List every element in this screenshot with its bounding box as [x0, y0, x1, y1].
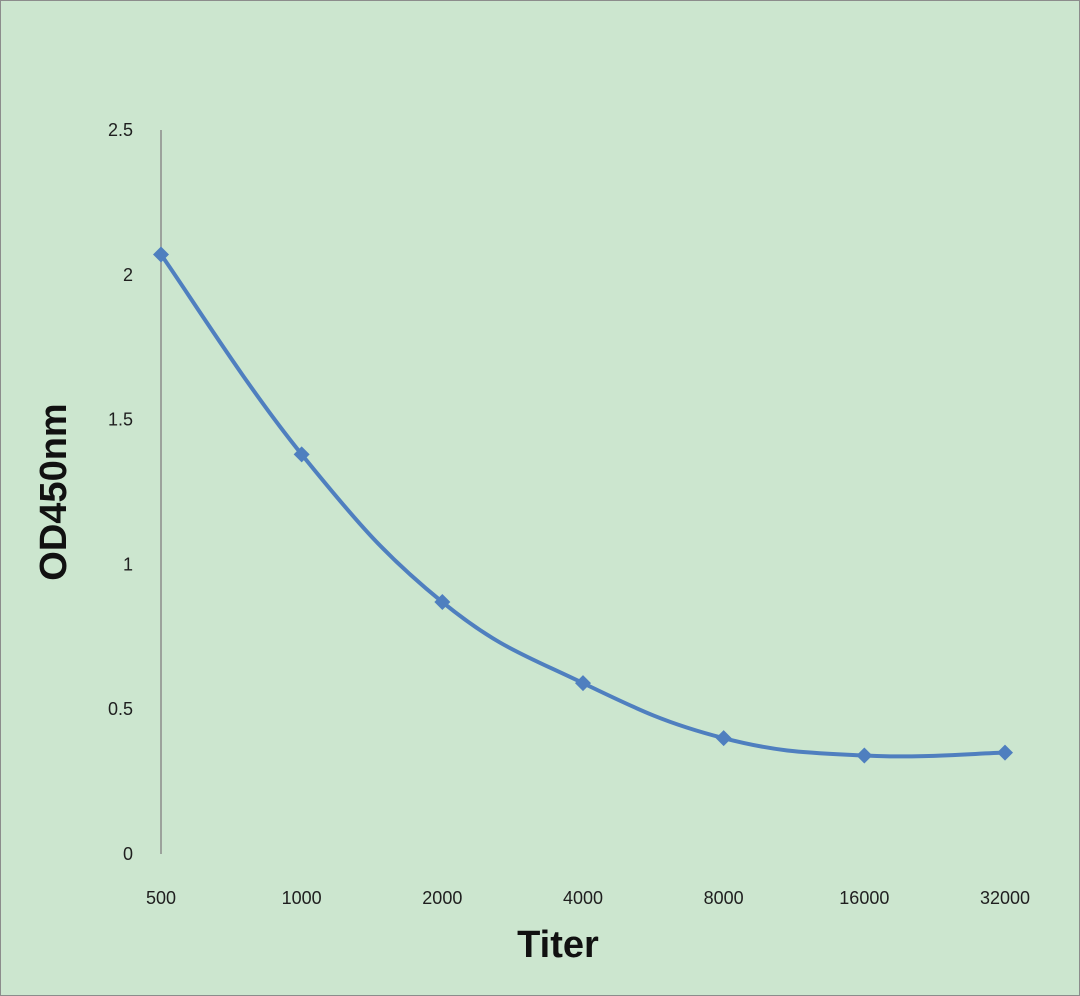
x-axis-title: Titer [517, 924, 599, 966]
y-tick-label: 1 [123, 554, 133, 574]
y-tick-label: 0.5 [108, 699, 133, 719]
x-tick-label: 8000 [704, 888, 744, 908]
data-point-marker [434, 594, 451, 611]
y-tick-label: 2 [123, 265, 133, 285]
x-tick-label: 1000 [282, 888, 322, 908]
x-tick-labels: 500 1000 2000 4000 8000 16000 32000 [146, 888, 1030, 908]
data-point-marker [293, 446, 310, 463]
y-tick-label: 2.5 [108, 120, 133, 140]
data-point-marker [715, 730, 732, 747]
y-tick-labels: 0 0.5 1 1.5 2 2.5 [108, 120, 133, 864]
data-point-marker [997, 744, 1013, 761]
data-point-marker [575, 675, 591, 692]
x-tick-label: 32000 [980, 888, 1030, 908]
series-markers [153, 246, 1013, 764]
x-tick-label: 2000 [422, 888, 462, 908]
x-tick-label: 500 [146, 888, 176, 908]
y-tick-label: 1.5 [108, 410, 133, 430]
x-tick-label: 4000 [563, 888, 603, 908]
data-point-marker [153, 246, 169, 263]
y-tick-label: 0 [123, 844, 133, 864]
x-tick-label: 16000 [839, 888, 889, 908]
data-point-marker [856, 747, 873, 764]
y-axis-title: OD450nm [33, 403, 75, 580]
